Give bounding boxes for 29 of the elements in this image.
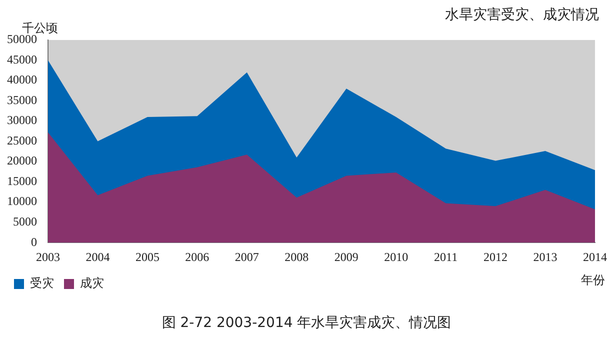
x-tick-label: 2003: [36, 250, 60, 264]
chart-title: 水旱灾害受灾、成灾情况: [445, 6, 599, 24]
x-tick-label: 2006: [185, 250, 210, 264]
x-tick-label: 2014: [583, 250, 607, 264]
x-tick-label: 2007: [234, 250, 259, 264]
y-tick-label: 35000: [7, 92, 37, 107]
x-axis-title: 年份: [581, 272, 605, 289]
legend-label: 受灾: [30, 276, 54, 290]
y-tick-label: 30000: [7, 113, 37, 128]
y-tick-label: 0: [31, 234, 37, 249]
y-tick-label: 40000: [7, 72, 37, 87]
x-tick-label: 2004: [86, 250, 110, 264]
legend-label: 成灾: [80, 276, 104, 290]
x-tick-label: 2011: [434, 250, 458, 264]
y-tick-label: 10000: [7, 194, 37, 208]
y-tick-label: 45000: [7, 52, 37, 66]
y-axis-title: 千公顷: [22, 20, 58, 35]
x-tick-label: 2009: [334, 250, 358, 264]
x-tick-label: 2013: [533, 250, 558, 264]
x-tick-label: 2010: [384, 250, 408, 264]
x-tick-label: 2012: [484, 250, 508, 264]
y-tick-label: 15000: [7, 174, 37, 188]
y-tick-label: 20000: [7, 154, 37, 168]
caption: 图 2-72 2003-2014 年水旱灾害成灾、情况图: [160, 314, 452, 332]
y-tick-label: 50000: [7, 32, 37, 46]
x-tick-label: 2008: [284, 250, 309, 264]
x-tick-label: 2005: [135, 250, 160, 264]
y-tick-label: 25000: [7, 133, 37, 148]
y-tick-label: 5000: [13, 214, 37, 228]
